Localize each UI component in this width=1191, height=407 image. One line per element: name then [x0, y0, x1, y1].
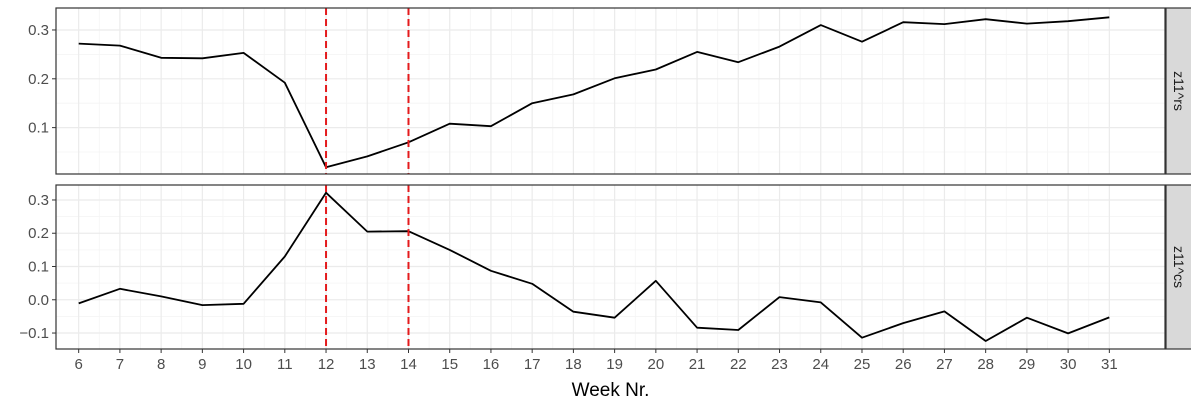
- x-tick-label: 23: [771, 356, 788, 373]
- x-tick-label: 18: [565, 356, 582, 373]
- facet-strip-label: z11^cs: [1171, 246, 1187, 288]
- x-tick-label: 14: [400, 356, 417, 373]
- x-tick-label: 8: [157, 356, 165, 373]
- facet-strip-label: z11^rs: [1171, 71, 1187, 111]
- x-tick-label: 28: [977, 356, 994, 373]
- x-tick-label: 29: [1019, 356, 1036, 373]
- y-tick-label: 0.1: [28, 259, 49, 276]
- x-tick-label: 22: [730, 356, 747, 373]
- y-tick-label: 0.3: [28, 192, 49, 209]
- x-tick-label: 9: [198, 356, 206, 373]
- x-tick-label: 20: [648, 356, 665, 373]
- y-tick-label: 0.2: [28, 71, 49, 88]
- x-tick-label: 21: [689, 356, 706, 373]
- x-tick-label: 16: [483, 356, 500, 373]
- panel-2: −0.1 0.0 0.1 0.2 0.3 z11^cs 6 7 8 9 10 11 12 13 14 15 16…: [19, 185, 1191, 373]
- y-tick-label: 0.1: [28, 120, 49, 137]
- x-tick-label: 26: [895, 356, 912, 373]
- x-tick-label: 19: [606, 356, 623, 373]
- y-tick-label: 0.2: [28, 225, 49, 242]
- x-axis-title: Week Nr.: [572, 380, 650, 401]
- x-tick-label: 12: [318, 356, 335, 373]
- x-tick-label: 6: [75, 356, 83, 373]
- x-tick-label: 30: [1060, 356, 1077, 373]
- panel-1: 0.1 0.2 0.3 z11^rs: [28, 8, 1191, 174]
- y-tick-label: 0.3: [28, 22, 49, 39]
- x-tick-label: 15: [441, 356, 458, 373]
- x-tick-label: 27: [936, 356, 953, 373]
- x-tick-label: 25: [854, 356, 871, 373]
- x-tick-label: 31: [1101, 356, 1118, 373]
- y-tick-label: 0.0: [28, 292, 49, 309]
- x-tick-label: 11: [277, 356, 293, 373]
- y-tick-label: −0.1: [19, 325, 49, 342]
- panel-background: [56, 8, 1165, 174]
- x-tick-label: 24: [812, 356, 829, 373]
- x-tick-label: 17: [524, 356, 541, 373]
- x-tick-label: 7: [116, 356, 124, 373]
- x-tick-label: 10: [235, 356, 252, 373]
- x-tick-label: 13: [359, 356, 376, 373]
